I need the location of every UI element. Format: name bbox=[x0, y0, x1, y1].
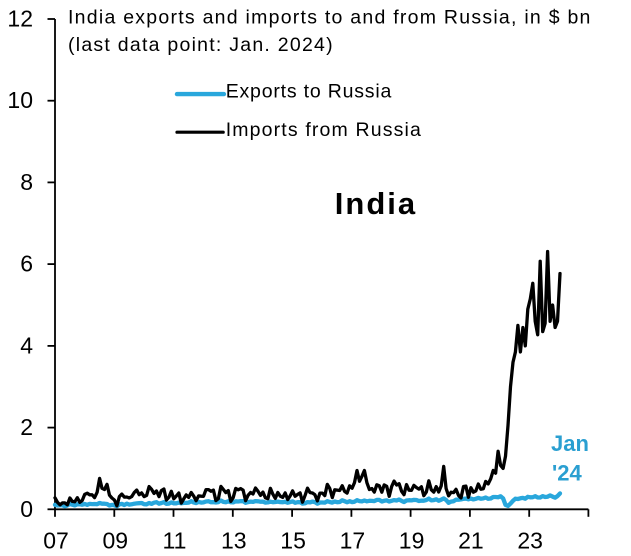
svg-text:6: 6 bbox=[20, 251, 33, 277]
svg-text:12: 12 bbox=[7, 6, 33, 32]
svg-text:09: 09 bbox=[103, 528, 129, 554]
svg-text:13: 13 bbox=[221, 528, 247, 554]
svg-text:10: 10 bbox=[7, 87, 33, 113]
svg-text:2: 2 bbox=[20, 414, 33, 440]
svg-text:17: 17 bbox=[340, 528, 366, 554]
svg-text:0: 0 bbox=[20, 496, 33, 522]
svg-text:15: 15 bbox=[280, 528, 306, 554]
svg-text:Exports to Russia: Exports to Russia bbox=[226, 81, 392, 103]
svg-text:23: 23 bbox=[517, 528, 543, 554]
svg-text:07: 07 bbox=[43, 528, 69, 554]
svg-text:Jan: Jan bbox=[551, 431, 589, 456]
svg-text:21: 21 bbox=[458, 528, 484, 554]
svg-text:India: India bbox=[335, 186, 417, 221]
svg-text:19: 19 bbox=[399, 528, 425, 554]
svg-text:(last data point: Jan. 2024): (last data point: Jan. 2024) bbox=[68, 34, 334, 56]
svg-text:Imports from Russia: Imports from Russia bbox=[226, 119, 422, 141]
svg-text:8: 8 bbox=[20, 169, 33, 195]
svg-text:11: 11 bbox=[163, 528, 187, 554]
svg-text:India exports and imports to a: India exports and imports to and from Ru… bbox=[68, 6, 592, 28]
svg-text:'24: '24 bbox=[552, 460, 582, 485]
svg-text:4: 4 bbox=[20, 332, 33, 358]
